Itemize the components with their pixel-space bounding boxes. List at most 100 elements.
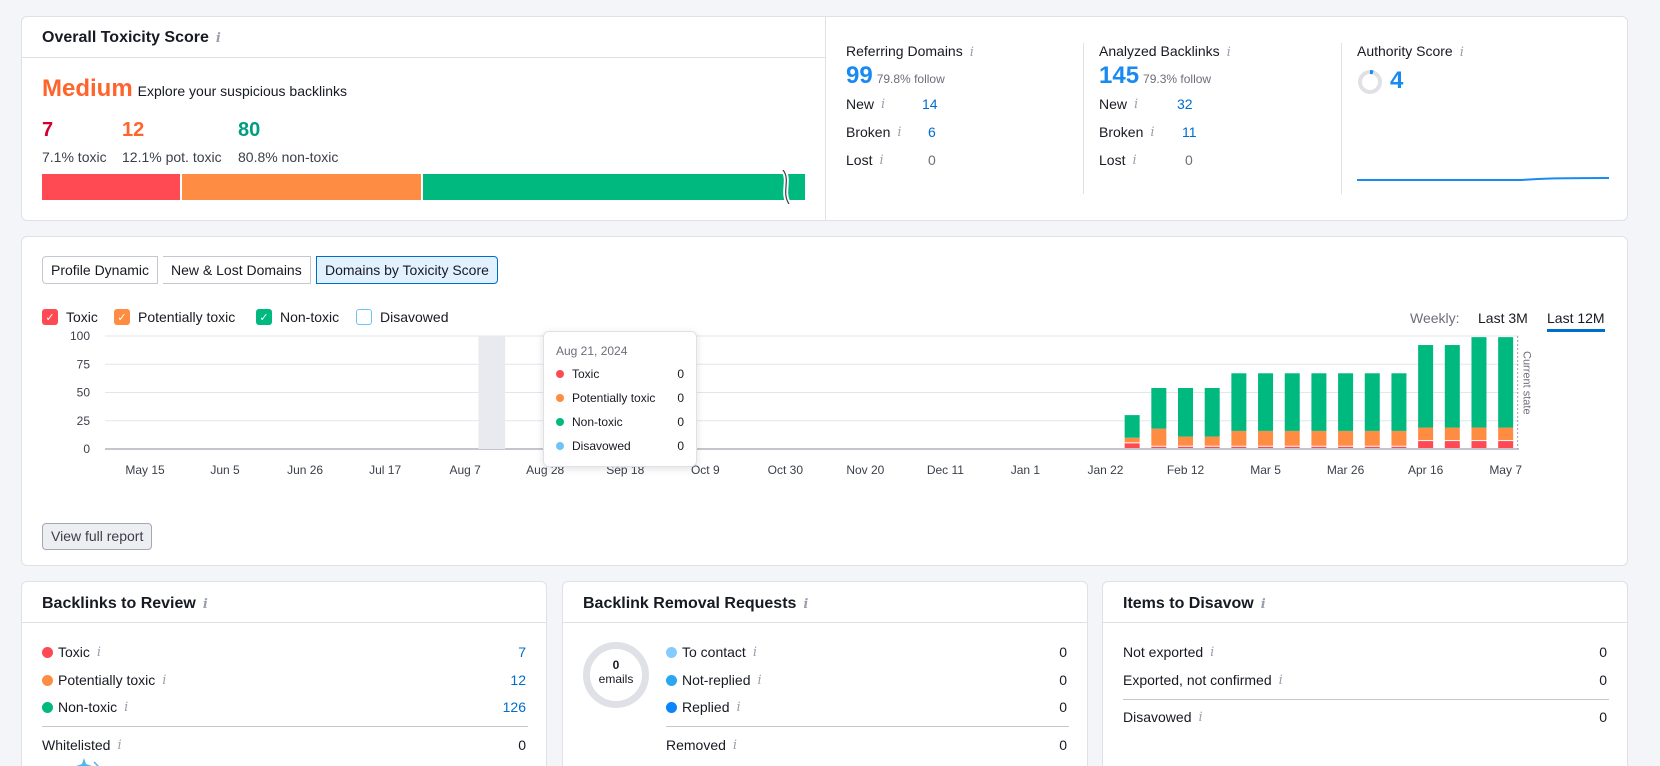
analyzed-follow: 79.3% follow: [1143, 72, 1212, 86]
review-pot-row: Potentially toxic i: [42, 672, 166, 688]
referring-value[interactable]: 99: [846, 62, 873, 89]
info-icon[interactable]: i: [1134, 96, 1139, 112]
review-non-value[interactable]: 126: [502, 699, 526, 715]
tooltip-value: 0: [677, 439, 684, 453]
authority-ring-icon: [1358, 70, 1382, 94]
bar-segment: [1231, 373, 1247, 431]
bar-segment: [1391, 430, 1407, 446]
analyzed-broken-value[interactable]: 11: [1182, 124, 1197, 140]
dot-icon: [556, 394, 564, 402]
bar-segment: [1258, 446, 1274, 448]
referring-title: Referring Domains: [846, 43, 963, 59]
info-icon[interactable]: i: [1150, 124, 1155, 140]
info-icon[interactable]: i: [117, 737, 122, 753]
x-tick-label: Mar 5: [1250, 463, 1281, 477]
emails-label: emails: [598, 672, 634, 686]
info-icon[interactable]: i: [1260, 597, 1266, 612]
info-icon[interactable]: i: [1459, 45, 1464, 60]
period-last-3m[interactable]: Last 3M: [1478, 310, 1528, 326]
checkbox-checked-icon[interactable]: ✓: [42, 309, 58, 325]
toxic-segment[interactable]: [42, 174, 182, 200]
referring-new-value[interactable]: 14: [922, 96, 938, 112]
info-icon[interactable]: i: [879, 152, 884, 168]
chart-tooltip: Aug 21, 2024 Toxic 0 Potentially toxic 0…: [543, 331, 697, 467]
tab-profile-dynamic[interactable]: Profile Dynamic: [42, 256, 159, 284]
referring-broken-value[interactable]: 6: [928, 124, 936, 140]
authority-value[interactable]: 4: [1390, 67, 1404, 94]
hover-band: [478, 336, 506, 449]
referring-follow: 79.8% follow: [876, 72, 945, 86]
info-icon[interactable]: i: [1198, 709, 1203, 725]
disavow-title: Items to Disavow: [1123, 595, 1254, 612]
referring-lost-row: Lost i: [846, 152, 884, 168]
info-icon[interactable]: i: [757, 672, 762, 688]
row-divider: [1123, 699, 1609, 700]
review-toxic-value[interactable]: 7: [518, 644, 526, 660]
x-tick-label: Oct 9: [691, 463, 720, 477]
tab-domains-by-toxicity[interactable]: Domains by Toxicity Score: [316, 256, 498, 284]
info-icon[interactable]: i: [215, 31, 221, 46]
bar-break-icon: [780, 170, 792, 204]
review-pot-value[interactable]: 12: [510, 672, 526, 688]
info-icon[interactable]: i: [752, 644, 757, 660]
dot-icon: [666, 646, 677, 658]
tab-new-lost-domains[interactable]: New & Lost Domains: [163, 256, 311, 284]
info-icon[interactable]: i: [1278, 672, 1283, 688]
removal-requests-card: Backlink Removal Requests i 0 emails To c…: [562, 581, 1088, 766]
checkbox-checked-icon[interactable]: ✓: [256, 309, 272, 325]
bar-segment: [1124, 415, 1140, 438]
pot-toxic-count[interactable]: 12: [122, 119, 145, 141]
authority-title: Authority Score: [1357, 43, 1453, 59]
vertical-divider: [825, 17, 826, 220]
kpi-divider: [1341, 43, 1342, 194]
toxicity-level: Medium: [42, 75, 133, 102]
row-label: Broken: [1099, 124, 1144, 140]
y-tick-label: 25: [77, 414, 91, 428]
pot-toxic-segment[interactable]: [181, 174, 423, 200]
info-icon[interactable]: i: [897, 124, 902, 140]
bar-segment: [1418, 441, 1434, 448]
tooltip-date: Aug 21, 2024: [556, 344, 628, 358]
info-icon[interactable]: i: [881, 96, 886, 112]
view-full-report-button[interactable]: View full report: [42, 523, 153, 550]
non-toxic-count[interactable]: 80: [238, 119, 261, 141]
bar-segment: [1498, 441, 1514, 448]
bar-segment: [1311, 373, 1327, 431]
period-last-12m[interactable]: Last 12M: [1547, 310, 1605, 332]
analyzed-new-value[interactable]: 32: [1177, 96, 1193, 112]
info-icon[interactable]: i: [1226, 45, 1231, 60]
analyzed-value[interactable]: 145: [1099, 62, 1140, 89]
bar-segment: [1151, 387, 1167, 429]
x-tick-label: Jun 5: [210, 463, 240, 477]
row-label: Broken: [846, 124, 891, 140]
info-icon[interactable]: i: [732, 737, 738, 753]
non-toxic-segment[interactable]: [422, 170, 805, 204]
info-icon[interactable]: i: [96, 644, 102, 660]
info-icon[interactable]: i: [969, 45, 974, 60]
toxic-count[interactable]: 7: [42, 119, 54, 141]
legend-potentially-toxic[interactable]: ✓ Potentially toxic: [114, 309, 235, 325]
row-label: To contact: [682, 644, 746, 660]
bar-segment: [1178, 387, 1194, 437]
referring-lost-value: 0: [928, 152, 936, 168]
tooltip-value: 0: [677, 391, 684, 405]
info-icon[interactable]: i: [803, 597, 809, 612]
row-divider: [666, 726, 1069, 727]
checkbox-empty-icon[interactable]: [356, 309, 372, 325]
bar-segment: [1364, 430, 1380, 446]
legend-toxic[interactable]: ✓ Toxic: [42, 309, 98, 325]
info-icon[interactable]: i: [736, 699, 741, 715]
info-icon[interactable]: i: [1210, 644, 1215, 660]
info-icon[interactable]: i: [202, 597, 208, 612]
info-icon[interactable]: i: [162, 672, 167, 688]
legend-disavowed[interactable]: Disavowed: [356, 309, 448, 325]
checkbox-checked-icon[interactable]: ✓: [114, 309, 130, 325]
review-non-row: Non-toxic i: [42, 699, 128, 715]
not-replied-value: 0: [1059, 672, 1067, 688]
replied-row: Replied i: [666, 699, 741, 715]
info-icon[interactable]: i: [124, 699, 129, 715]
legend-non-toxic[interactable]: ✓ Non-toxic: [256, 309, 339, 325]
review-toxic-row: Toxic i: [42, 644, 101, 660]
explore-link[interactable]: Explore your suspicious backlinks: [137, 83, 347, 99]
info-icon[interactable]: i: [1132, 152, 1137, 168]
